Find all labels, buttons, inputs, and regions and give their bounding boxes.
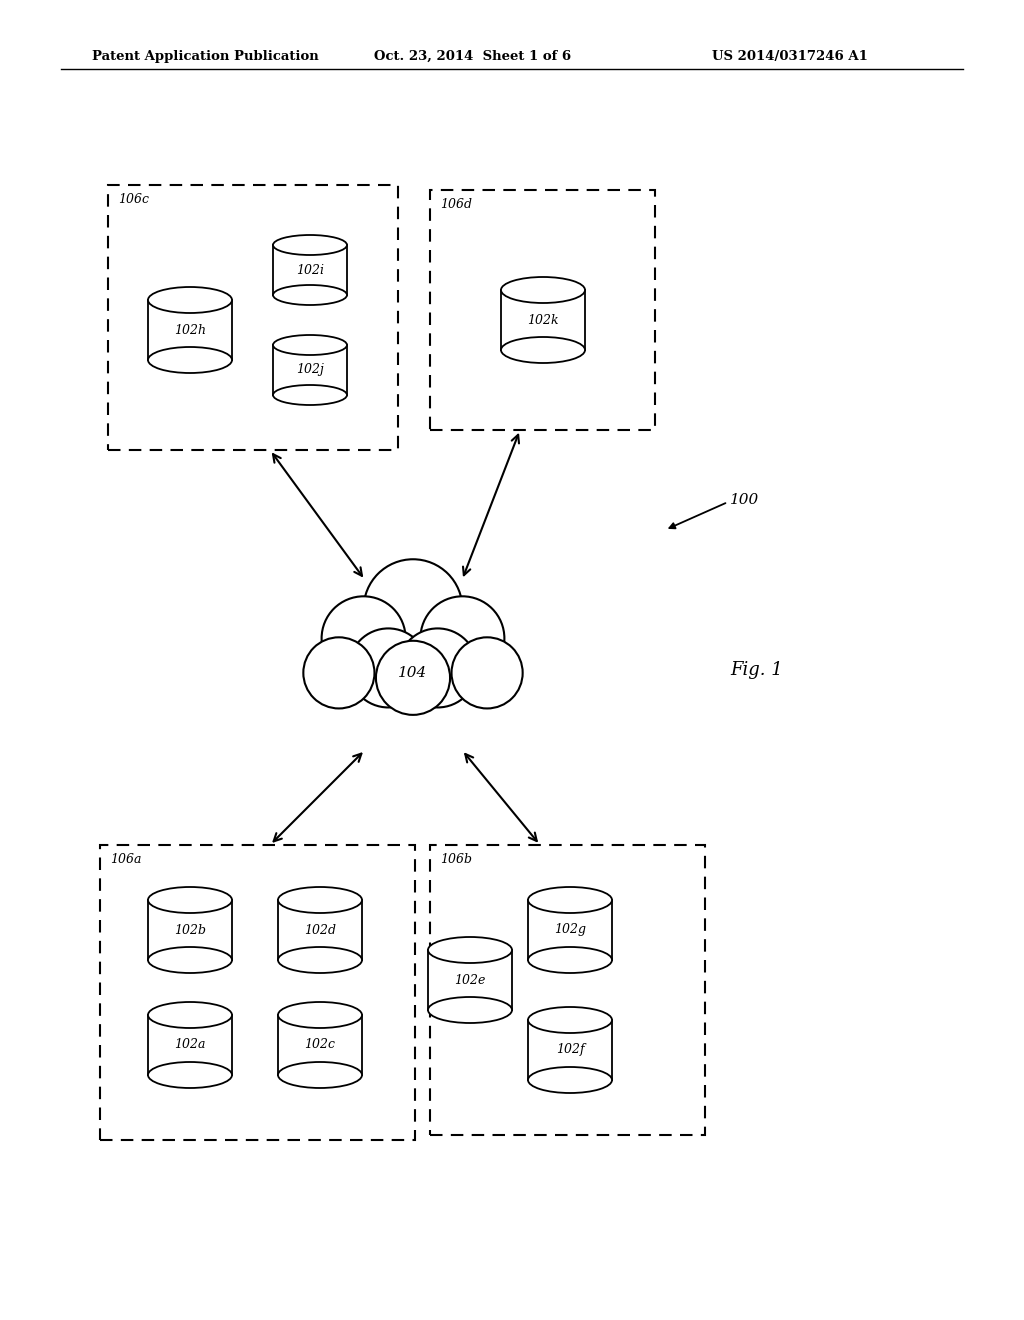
- Text: 100: 100: [730, 492, 759, 507]
- Bar: [430, 845, 705, 1135]
- Text: 102i: 102i: [296, 264, 324, 276]
- Text: 106a: 106a: [110, 853, 141, 866]
- Circle shape: [398, 628, 477, 708]
- Text: 104: 104: [398, 667, 428, 680]
- Circle shape: [421, 597, 505, 680]
- Text: Fig. 1: Fig. 1: [730, 661, 782, 678]
- Ellipse shape: [273, 285, 347, 305]
- Text: 106b: 106b: [440, 853, 472, 866]
- Text: 102g: 102g: [554, 924, 586, 936]
- Ellipse shape: [148, 887, 232, 913]
- Ellipse shape: [148, 286, 232, 313]
- Text: Patent Application Publication: Patent Application Publication: [92, 50, 318, 63]
- Text: 106d: 106d: [440, 198, 472, 211]
- Polygon shape: [278, 900, 362, 960]
- Ellipse shape: [278, 1063, 362, 1088]
- Circle shape: [349, 628, 428, 708]
- Ellipse shape: [528, 887, 612, 913]
- Polygon shape: [148, 900, 232, 960]
- Polygon shape: [428, 950, 512, 1010]
- Ellipse shape: [273, 335, 347, 355]
- Text: 102a: 102a: [174, 1039, 206, 1052]
- Text: 102f: 102f: [556, 1044, 585, 1056]
- Bar: [108, 185, 398, 450]
- Text: 106c: 106c: [118, 193, 150, 206]
- Text: 102h: 102h: [174, 323, 206, 337]
- Polygon shape: [528, 900, 612, 960]
- Ellipse shape: [278, 887, 362, 913]
- Ellipse shape: [528, 1067, 612, 1093]
- Ellipse shape: [273, 385, 347, 405]
- Text: 102b: 102b: [174, 924, 206, 936]
- Polygon shape: [273, 246, 347, 294]
- Text: 102c: 102c: [304, 1039, 336, 1052]
- Text: 102j: 102j: [296, 363, 324, 376]
- Ellipse shape: [273, 235, 347, 255]
- Circle shape: [452, 638, 522, 709]
- Circle shape: [322, 597, 406, 680]
- Text: 102k: 102k: [527, 314, 559, 326]
- Circle shape: [364, 560, 463, 659]
- Polygon shape: [278, 1015, 362, 1074]
- Polygon shape: [148, 300, 232, 360]
- Ellipse shape: [148, 347, 232, 374]
- Ellipse shape: [528, 946, 612, 973]
- Ellipse shape: [148, 1002, 232, 1028]
- Circle shape: [303, 638, 375, 709]
- Polygon shape: [273, 345, 347, 395]
- Ellipse shape: [278, 1002, 362, 1028]
- Ellipse shape: [148, 946, 232, 973]
- Text: Oct. 23, 2014  Sheet 1 of 6: Oct. 23, 2014 Sheet 1 of 6: [374, 50, 571, 63]
- Polygon shape: [148, 1015, 232, 1074]
- Polygon shape: [501, 290, 585, 350]
- Ellipse shape: [148, 1063, 232, 1088]
- Circle shape: [376, 640, 451, 715]
- Ellipse shape: [428, 997, 512, 1023]
- Ellipse shape: [501, 337, 585, 363]
- Text: US 2014/0317246 A1: US 2014/0317246 A1: [712, 50, 867, 63]
- Ellipse shape: [428, 937, 512, 964]
- Polygon shape: [528, 1020, 612, 1080]
- Text: 102e: 102e: [455, 974, 485, 986]
- Text: 102d: 102d: [304, 924, 336, 936]
- Bar: [430, 190, 655, 430]
- Ellipse shape: [278, 946, 362, 973]
- Ellipse shape: [501, 277, 585, 304]
- Bar: [100, 845, 415, 1140]
- Ellipse shape: [528, 1007, 612, 1034]
